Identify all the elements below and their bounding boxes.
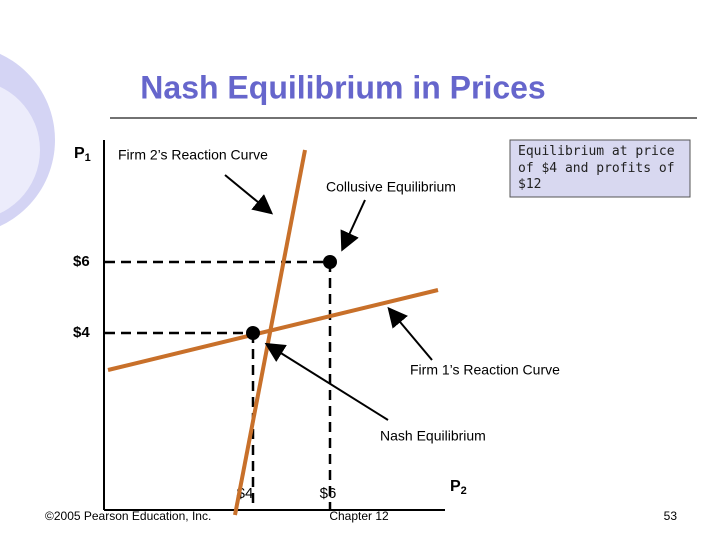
x-axis-label: P2: [450, 478, 467, 497]
firm1-label: Firm 1’s Reaction Curve: [410, 362, 560, 378]
arrows: [224, 174, 433, 421]
page-number: 53: [664, 509, 678, 523]
note-text: Equilibrium at price of $4 and profits o…: [518, 144, 682, 192]
chapter: Chapter 12: [329, 509, 389, 523]
firm1-curve: [107, 288, 439, 372]
y-axis-label: P1: [74, 145, 91, 164]
collusive-point: [323, 255, 337, 269]
note-box: [509, 139, 691, 198]
guides: [105, 260, 332, 510]
title: Nash Equilibrium in Prices: [140, 69, 545, 105]
y-tick-label: $4: [73, 324, 90, 341]
nash-point: [246, 326, 260, 340]
copyright: ©2005 Pearson Education, Inc.: [45, 509, 211, 523]
collusive-label: Collusive Equilibrium: [326, 179, 456, 195]
y-tick-label: $6: [73, 253, 90, 270]
x-tick-label: $6: [320, 485, 337, 502]
nash-label: Nash Equilibrium: [380, 428, 486, 444]
firm2-label: Firm 2’s Reaction Curve: [118, 147, 268, 163]
decoration: [0, 86, 40, 214]
